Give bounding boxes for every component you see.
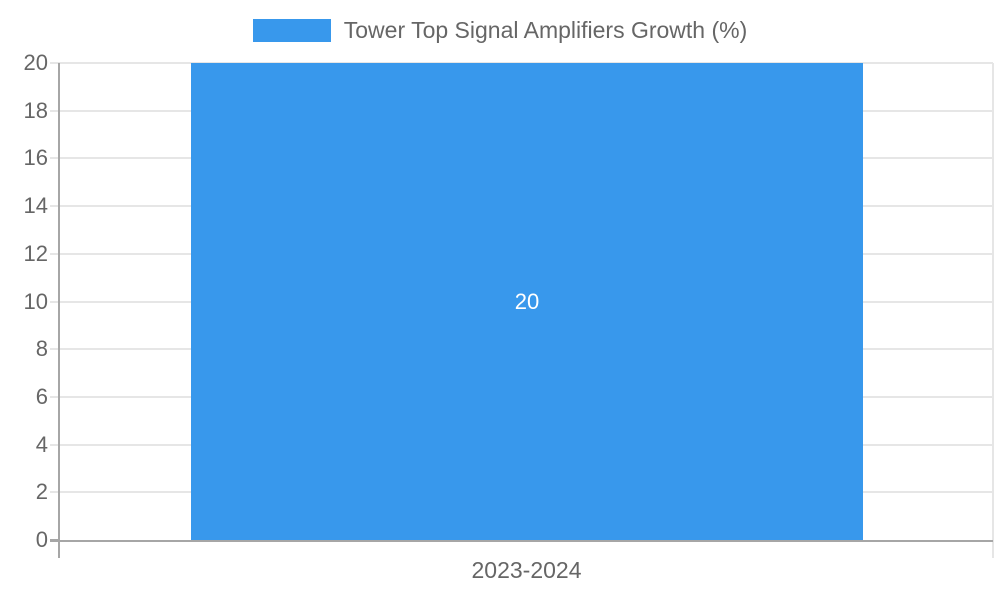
x-axis-line [50,540,993,542]
y-tick-mark [50,109,60,112]
y-tick-mark [50,395,60,398]
bar-2023-2024[interactable] [191,63,863,540]
x-tick-label: 2023-2024 [471,557,582,583]
y-tick-mark [50,252,60,255]
y-tick-mark [50,157,60,160]
y-tick-mark [50,539,60,541]
y-tick-label: 0 [35,527,48,552]
legend-series-label: Tower Top Signal Amplifiers Growth (%) [343,17,748,43]
y-tick-label: 10 [23,288,48,314]
y-tick-mark [50,62,60,64]
legend-item[interactable]: Tower Top Signal Amplifiers Growth (%) [252,17,748,44]
chart-legend: Tower Top Signal Amplifiers Growth (%) [0,17,1000,44]
y-tick-mark [50,491,60,494]
y-tick-mark [50,205,60,208]
plot-area: 20 2023-2024 0 2 4 6 8 10 12 14 16 18 20 [24,51,994,583]
legend-color-swatch [252,19,331,42]
y-tick-label: 12 [23,240,48,266]
plot-right-border [992,63,994,558]
y-tick-label: 2 [35,479,48,505]
y-tick-label: 16 [23,145,48,171]
y-tick-mark [50,443,60,446]
y-tick-label: 6 [35,383,48,409]
bar-value-label: 20 [514,288,540,314]
y-tick-mark [50,300,60,303]
y-tick-label: 8 [35,336,48,362]
y-tick-label: 18 [23,97,48,123]
y-tick-label: 20 [23,50,48,75]
y-tick-label: 4 [35,431,48,457]
y-axis-line [58,63,60,558]
y-tick-mark [50,348,60,351]
y-tick-label: 14 [23,193,48,219]
